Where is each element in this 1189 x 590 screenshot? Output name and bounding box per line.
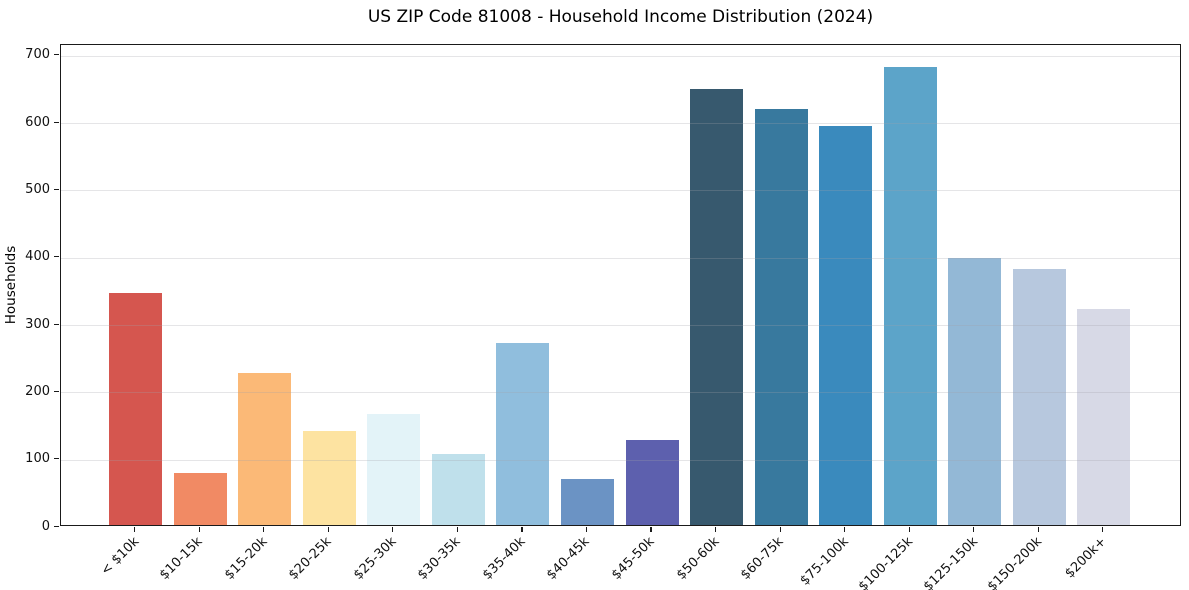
x-tick-label-60-75k: $60-75k — [738, 534, 787, 583]
x-tick-label-50-60k: $50-60k — [673, 534, 723, 583]
y-tick-0 — [54, 525, 59, 527]
gridline-400 — [61, 257, 1180, 259]
x-tick-label-100-125k: $100-125k — [856, 534, 917, 590]
x-tick-label-10-15k: $10-15k — [157, 534, 206, 583]
y-tick-label-700: 700 — [25, 47, 50, 63]
y-tick-700 — [54, 54, 59, 56]
gridline-600 — [61, 123, 1180, 125]
x-tick-200k+ — [1102, 527, 1104, 532]
x-tick-label-40-45k: $40-45k — [544, 534, 593, 583]
x-tick-150-200k — [1037, 527, 1039, 532]
bar-45-50k — [625, 440, 679, 525]
x-tick-75-100k — [844, 527, 846, 532]
y-tick-label-100: 100 — [25, 451, 50, 467]
bar-10-15k — [173, 472, 227, 525]
y-tick-200 — [54, 390, 59, 393]
x-tick-100-125k — [908, 527, 910, 532]
x-tick-label-75-100k: $75-100k — [797, 534, 852, 589]
bar-50-60k — [690, 88, 744, 525]
y-tick-500 — [54, 188, 59, 191]
bar-75-100k — [819, 125, 873, 525]
bar-10k — [109, 292, 163, 525]
x-tick-40-45k — [585, 527, 588, 532]
x-tick-label-125-150k: $125-150k — [920, 534, 981, 590]
bar-150-200k — [1012, 268, 1066, 525]
bar-30-35k — [431, 454, 485, 525]
x-tick-45-50k — [650, 527, 652, 532]
x-tick-10k — [134, 527, 136, 532]
x-tick-label-150-200k: $150-200k — [985, 534, 1046, 590]
x-tick-30-35k — [456, 527, 458, 532]
y-tick-400 — [54, 256, 59, 258]
x-tick-10-15k — [198, 527, 200, 532]
y-tick-label-400: 400 — [25, 249, 50, 265]
x-tick-label-20-25k: $20-25k — [286, 534, 335, 583]
x-tick-label-25-30k: $25-30k — [350, 534, 400, 583]
x-tick-label-200k+: $200k+ — [1062, 534, 1110, 582]
bar-25-30k — [367, 413, 421, 525]
bar-40-45k — [560, 478, 614, 525]
x-tick-35-40k — [521, 527, 523, 532]
y-tick-300 — [54, 323, 59, 325]
x-tick-20-25k — [327, 527, 329, 532]
plot-area — [60, 44, 1181, 526]
x-tick-label-35-40k: $35-40k — [479, 534, 529, 583]
x-tick-label-15-20k: $15-20k — [221, 534, 271, 583]
bar-100-125k — [883, 67, 937, 525]
x-tick-label-45-50k: $45-50k — [609, 534, 658, 583]
y-tick-label-500: 500 — [25, 181, 50, 197]
bar-35-40k — [496, 343, 550, 525]
x-tick-60-75k — [779, 527, 781, 532]
x-tick-15-20k — [263, 527, 265, 532]
x-tick-label-30-35k: $30-35k — [415, 534, 464, 583]
bar-20-25k — [302, 430, 356, 525]
bar-60-75k — [754, 108, 808, 525]
bar-15-20k — [238, 372, 292, 525]
gridline-700 — [61, 55, 1180, 57]
y-tick-label-0: 0 — [41, 518, 50, 534]
x-tick-125-150k — [973, 527, 975, 532]
y-tick-label-300: 300 — [25, 316, 50, 332]
x-tick-label-10k: < $10k — [97, 534, 142, 579]
y-tick-label-600: 600 — [25, 114, 50, 130]
x-tick-50-60k — [714, 527, 717, 532]
x-tick-25-30k — [392, 527, 394, 532]
y-tick-600 — [54, 121, 59, 123]
chart-title: US ZIP Code 81008 - Household Income Dis… — [367, 7, 874, 27]
y-tick-label-200: 200 — [25, 383, 50, 399]
gridline-500 — [61, 190, 1180, 192]
bar-125-150k — [948, 258, 1002, 525]
bar-200k+ — [1077, 308, 1131, 525]
y-tick-100 — [54, 458, 59, 460]
